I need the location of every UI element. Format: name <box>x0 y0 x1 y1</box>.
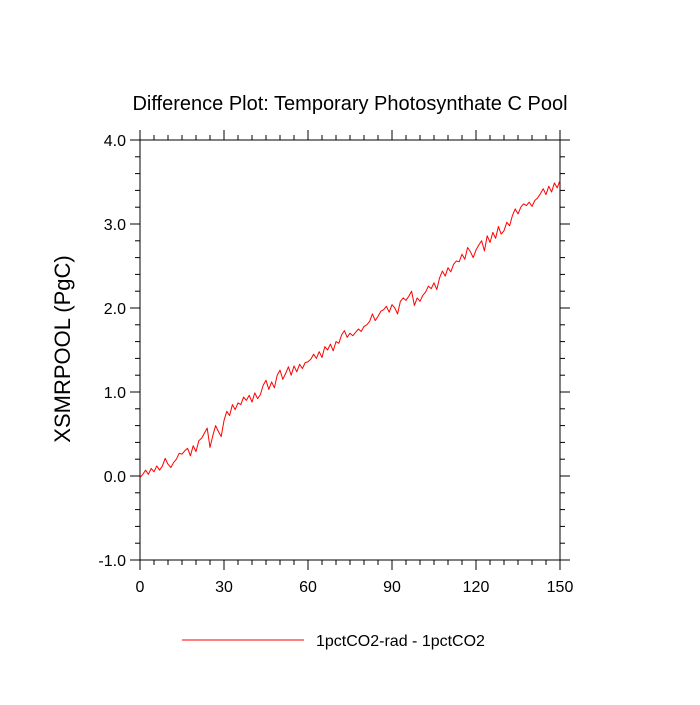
plot-frame <box>139 139 561 561</box>
y-tick-label: 0.0 <box>104 469 126 486</box>
x-tick-label: 90 <box>383 579 401 596</box>
legend-label: 1pctCO2-rad - 1pctCO2 <box>316 633 485 650</box>
plot-area: 0 30 60 90 120 150 -1.0 0.0 1.0 2.0 3.0 4.0 <box>98 130 573 596</box>
x-tick-label: 60 <box>299 579 317 596</box>
y-tick-label: -1.0 <box>98 553 126 570</box>
x-tick-label: 120 <box>463 579 490 596</box>
legend: 1pctCO2-rad - 1pctCO2 <box>182 633 485 650</box>
chart-title: Difference Plot: Temporary Photosynthate… <box>132 93 567 115</box>
x-tick-label: 0 <box>136 579 145 596</box>
x-tick-label: 30 <box>215 579 233 596</box>
y-tick-label: 1.0 <box>104 385 126 402</box>
y-tick-label: 3.0 <box>104 217 126 234</box>
series-line <box>139 180 561 479</box>
y-axis-label: XSMRPOOL (PgC) <box>50 255 75 442</box>
y-tick-label: 2.0 <box>104 301 126 318</box>
x-tick-label: 150 <box>547 579 574 596</box>
y-tick-label: 4.0 <box>104 133 126 150</box>
